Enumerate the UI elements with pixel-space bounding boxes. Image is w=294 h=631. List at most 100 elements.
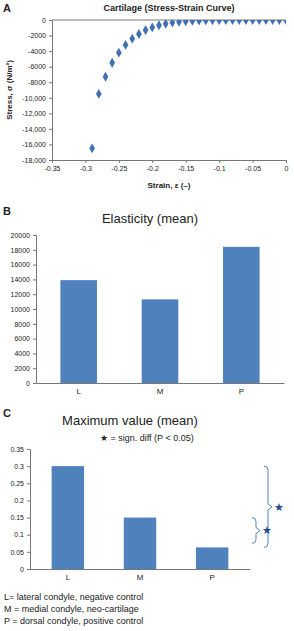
tick-label: 10000 <box>11 306 31 313</box>
tick: -0.05 <box>245 160 261 172</box>
tick-label: -18,000 <box>22 157 46 164</box>
tick-mark <box>27 535 30 536</box>
tick: 0.25 <box>10 480 30 487</box>
point <box>216 20 222 25</box>
tick-label: P <box>209 573 214 582</box>
y-axis-line <box>33 236 37 384</box>
tick-mark <box>119 160 120 163</box>
notes: L= lateral condyle, negative controlM = … <box>4 592 143 626</box>
tick-mark <box>49 160 52 161</box>
tick: 0 <box>285 160 289 172</box>
tick: M <box>157 383 164 396</box>
tick-label: 0 <box>285 165 289 172</box>
point <box>230 20 236 25</box>
tick-label: 12000 <box>11 291 31 298</box>
figure: ACartilage (Stress-Strain Curve)-18,000-… <box>0 0 294 631</box>
tick-label: 0.1 <box>14 531 24 538</box>
tick-label: -4000 <box>28 48 46 55</box>
tick-mark <box>33 279 36 280</box>
bar <box>142 299 179 383</box>
tick-label: -16,000 <box>22 141 46 148</box>
tick-mark <box>33 353 36 354</box>
tick-label: 14000 <box>11 276 31 283</box>
tick: -0.25 <box>111 160 127 172</box>
point <box>89 143 95 153</box>
tick-mark <box>186 160 187 163</box>
tick-label: 0.35 <box>10 446 24 453</box>
point <box>196 20 202 26</box>
tick-label: -8000 <box>28 79 46 86</box>
point <box>169 20 175 27</box>
x-axis-title: Strain, ε (–) <box>148 181 191 190</box>
tick-mark <box>33 294 36 295</box>
tick-label: -0.2 <box>147 165 159 172</box>
y-axis-title: Stress, σ (N/m²) <box>5 60 14 120</box>
tick-mark <box>27 552 30 553</box>
y-axis: -18,000-16,000-14,000-12,000-10,000-8000… <box>22 17 52 164</box>
point <box>183 20 189 26</box>
panel: ACartilage (Stress-Strain Curve)-18,000-… <box>3 2 289 190</box>
tick: L <box>76 383 81 396</box>
tick: P <box>209 569 214 582</box>
significance-star: ★ <box>274 501 284 513</box>
tick-label: -6000 <box>28 63 46 70</box>
tick: -10,000 <box>22 95 52 102</box>
tick-label: L <box>66 573 71 582</box>
tick: 0.3 <box>14 463 30 470</box>
tick-label: 0.15 <box>10 514 24 521</box>
tick: -4000 <box>28 48 52 55</box>
tick-label: 20000 <box>11 232 31 239</box>
bar <box>223 247 260 383</box>
significance-bracket <box>252 518 260 544</box>
point <box>163 20 169 29</box>
tick-mark <box>49 113 52 114</box>
point <box>256 20 262 25</box>
tick-mark <box>49 67 52 68</box>
tick: 0 <box>42 17 52 24</box>
note: M = medial condyle, neo-cartilage <box>4 604 139 614</box>
tick: 4000 <box>14 350 36 357</box>
tick-mark <box>33 383 36 384</box>
tick: 6000 <box>14 335 36 342</box>
tick-label: 0.2 <box>14 497 24 504</box>
tick: 18000 <box>11 247 36 254</box>
tick-mark <box>49 51 52 52</box>
tick-mark <box>27 483 30 484</box>
title: Cartilage (Stress-Strain Curve) <box>103 3 234 13</box>
y-axis: 00.050.10.150.20.250.30.35 <box>10 446 30 573</box>
tick-label: -0.15 <box>178 165 194 172</box>
tick-label: M <box>157 387 164 396</box>
tick-mark <box>33 324 36 325</box>
x-axis: LMP <box>37 383 285 396</box>
point <box>136 29 142 39</box>
tick-label: 0 <box>20 566 24 573</box>
bar <box>124 518 156 569</box>
tick: -8000 <box>28 79 52 86</box>
points <box>89 20 286 153</box>
bar <box>60 280 97 383</box>
tick-label: 2000 <box>14 365 30 372</box>
point <box>123 40 129 50</box>
point <box>156 20 162 30</box>
tick-mark <box>49 82 52 83</box>
point <box>190 20 196 26</box>
point <box>103 72 109 82</box>
tick-mark <box>219 160 220 163</box>
tick-mark <box>33 265 36 266</box>
title: Elasticity (mean) <box>102 211 198 226</box>
tick-label: M <box>137 573 144 582</box>
annotation: ★ = sign. diff (P < 0.05) <box>100 433 194 443</box>
tick-mark <box>286 160 287 163</box>
point <box>276 20 282 25</box>
point <box>109 58 115 68</box>
tick-label: 0 <box>42 17 46 24</box>
tick-label: 18000 <box>11 247 31 254</box>
tick: -16,000 <box>22 141 52 148</box>
point <box>96 89 102 99</box>
point <box>129 34 135 44</box>
tick-label: 0.3 <box>14 463 24 470</box>
tick-label: -0.1 <box>214 165 226 172</box>
bars <box>52 466 229 569</box>
point <box>283 20 286 25</box>
y-axis-line <box>27 450 31 570</box>
